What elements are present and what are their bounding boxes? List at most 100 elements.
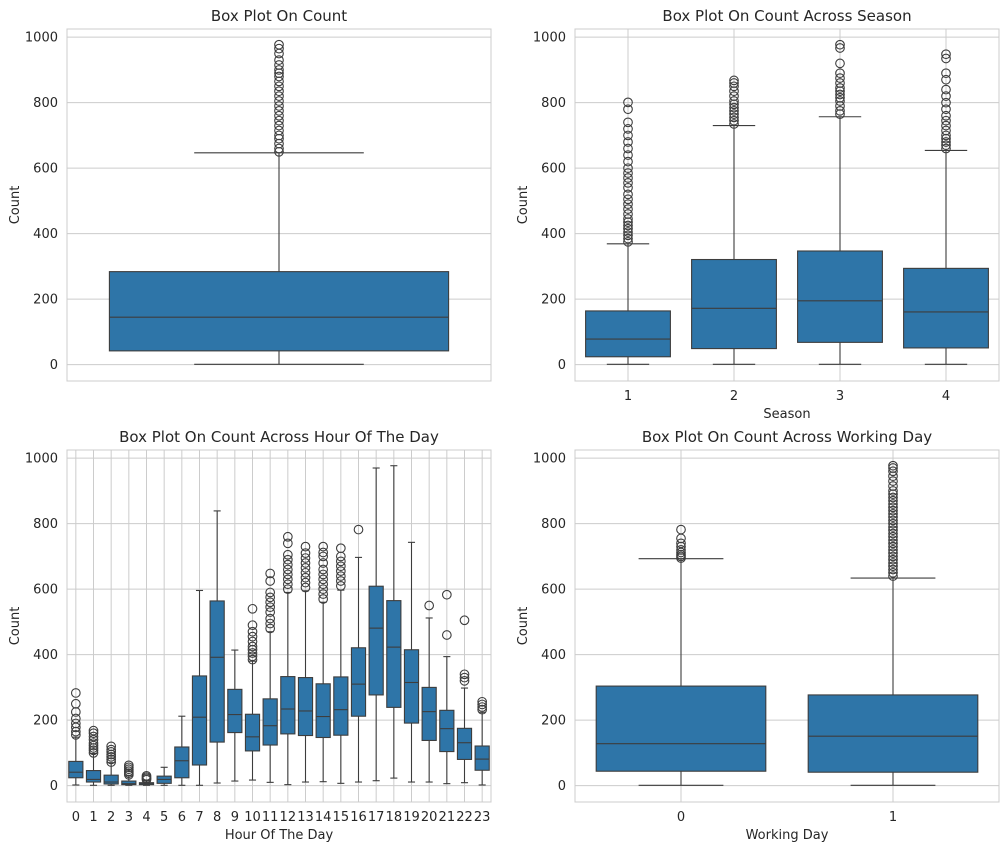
box-1 <box>807 460 979 786</box>
y-tick-label: 800 <box>541 96 566 111</box>
y-tick-label: 600 <box>33 162 58 177</box>
outlier-point <box>888 548 898 558</box>
y-tick-label: 0 <box>558 358 566 373</box>
iqr-box <box>456 727 473 760</box>
outlier-point <box>318 584 329 595</box>
outlier-point <box>274 120 284 131</box>
y-tick-label: 600 <box>541 162 566 177</box>
outlier-point <box>106 741 117 752</box>
y-tick-label: 1000 <box>533 31 566 46</box>
outlier-point <box>941 110 951 121</box>
outlier-point <box>274 101 284 111</box>
outlier-point <box>941 91 951 101</box>
x-tick-label: 3 <box>836 389 844 404</box>
outlier-point <box>282 538 293 549</box>
outlier-point <box>300 572 311 583</box>
y-axis-label: Count <box>516 186 531 225</box>
outlier-point <box>729 96 739 106</box>
outlier-point <box>888 525 898 536</box>
outlier-point <box>88 734 99 745</box>
box-0 <box>68 688 84 786</box>
box-10 <box>244 603 261 781</box>
outlier-point <box>300 553 311 563</box>
outlier-point <box>106 744 117 755</box>
box-8 <box>209 510 225 784</box>
iqr-box <box>209 600 225 743</box>
outlier-point <box>274 115 284 126</box>
outlier-point <box>888 571 898 581</box>
outlier-point <box>835 83 845 93</box>
outlier-point <box>274 143 284 154</box>
outlier-point <box>265 618 276 629</box>
outlier-point <box>274 43 284 54</box>
outlier-point <box>888 466 898 477</box>
outlier-point <box>888 567 898 578</box>
outlier-point <box>335 556 346 567</box>
outlier-point <box>835 92 845 103</box>
y-tick-label: 0 <box>558 779 566 794</box>
outlier-point <box>835 68 845 79</box>
outlier-point <box>459 615 470 626</box>
outlier-point <box>888 460 898 471</box>
outlier-point <box>623 137 633 147</box>
outlier-point <box>335 566 346 577</box>
outlier-point <box>941 120 951 131</box>
outlier-point <box>274 125 284 136</box>
outlier-point <box>941 68 951 79</box>
outlier-point <box>623 194 633 205</box>
outlier-point <box>88 748 99 758</box>
outlier-point <box>247 651 258 662</box>
iqr-box <box>297 677 314 737</box>
outlier-point <box>424 600 435 611</box>
outlier-point <box>282 569 293 580</box>
outlier-point <box>459 675 470 686</box>
outlier-point <box>623 227 633 237</box>
outlier-point <box>318 569 329 580</box>
outlier-point <box>282 554 293 565</box>
outlier-point <box>265 602 276 613</box>
outlier-point <box>888 531 898 542</box>
iqr-box <box>174 746 190 779</box>
iqr-box <box>244 713 261 752</box>
outlier-point <box>623 236 633 247</box>
box-3 <box>121 760 137 786</box>
box-14 <box>315 541 331 783</box>
outlier-point <box>88 725 99 736</box>
y-axis-label: Count <box>8 186 23 225</box>
box-1 <box>85 725 102 786</box>
box-17 <box>368 467 384 782</box>
outlier-point <box>623 182 633 193</box>
outlier-point <box>247 654 258 665</box>
x-tick-label: 16 <box>350 810 367 825</box>
iqr-box <box>85 770 102 783</box>
outlier-point <box>88 731 99 742</box>
outlier-point <box>941 140 951 151</box>
x-tick-label: 0 <box>677 810 685 825</box>
box-9 <box>227 649 243 782</box>
box-6 <box>174 715 190 786</box>
outlier-point <box>274 130 284 141</box>
outlier-point <box>623 233 633 244</box>
outlier-point <box>265 576 276 586</box>
outlier-point <box>274 65 284 75</box>
x-tick-label: 13 <box>297 810 314 825</box>
outlier-point <box>835 96 845 106</box>
outlier-point <box>888 512 898 522</box>
x-tick-label: 23 <box>474 810 491 825</box>
y-tick-label: 0 <box>50 779 58 794</box>
outlier-point <box>300 577 311 588</box>
y-tick-label: 0 <box>50 358 58 373</box>
outlier-point <box>888 499 898 509</box>
iqr-box <box>421 686 437 741</box>
outlier-point <box>70 713 81 724</box>
chart-title: Box Plot On Count Across Season <box>662 7 911 25</box>
iqr-box <box>595 685 767 772</box>
outlier-point <box>623 97 633 108</box>
outlier-point <box>300 582 311 593</box>
x-tick-label: 8 <box>213 810 221 825</box>
outlier-point <box>318 564 329 575</box>
outlier-point <box>282 559 293 570</box>
outlier-point <box>265 607 276 617</box>
iqr-box <box>333 676 349 736</box>
